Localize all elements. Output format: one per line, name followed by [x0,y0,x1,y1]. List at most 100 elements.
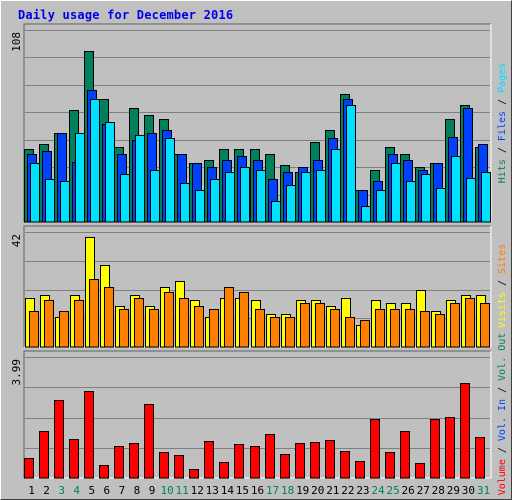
legend-item: Visits [497,292,508,328]
bar-sites-day-16 [255,309,265,348]
panel-middle-border-dark [23,225,491,347]
panel-top-legend: Hits / Files / Pages [497,63,508,183]
chart-title: Daily usage for December 2016 [18,8,234,22]
legend-item: Vol. Out [497,333,508,381]
legend-item: / [497,381,508,399]
bar-volume-day-21 [325,440,335,479]
bar-volume-day-10 [159,452,169,479]
x-tick-label-day-27: 27 [417,484,430,497]
bar-sites-day-27 [420,311,430,348]
bar-sites-day-12 [194,306,204,348]
bar-pages-day-17 [271,201,281,223]
bar-sites-day-18 [285,317,295,348]
bar-volume-day-13 [204,441,214,479]
x-tick-label-day-7: 7 [119,484,126,497]
x-tick-label-day-16: 16 [251,484,264,497]
x-tick-label-day-6: 6 [104,484,111,497]
x-tick-label-day-23: 23 [356,484,369,497]
x-tick-label-day-5: 5 [88,484,95,497]
x-tick-label-day-19: 19 [296,484,309,497]
bar-pages-day-29 [451,156,461,223]
bar-pages-day-30 [466,178,476,223]
x-tick-label-day-14: 14 [221,484,235,497]
bar-volume-day-31 [475,437,485,479]
bar-pages-day-22 [346,105,356,223]
bar-volume-day-22 [340,451,350,479]
legend-item: / [497,441,508,459]
bar-volume-day-4 [69,439,79,479]
bar-sites-day-21 [330,309,340,348]
bar-sites-day-7 [119,309,129,348]
bar-pages-day-3 [60,181,70,223]
legend-item: Files [497,111,508,141]
x-tick-label-day-26: 26 [402,484,415,497]
legend-item: Pages [497,63,508,93]
bar-volume-day-17 [265,434,275,479]
bar-volume-day-12 [189,469,199,479]
x-tick-label-day-22: 22 [341,484,354,497]
bar-pages-day-4 [75,133,85,223]
bar-volume-day-18 [280,454,290,479]
bar-volume-day-19 [295,443,305,479]
x-tick-label-day-9: 9 [149,484,156,497]
bar-sites-day-3 [59,311,69,348]
bar-pages-day-5 [90,99,100,223]
x-tick-label-day-17: 17 [266,484,279,497]
bar-sites-day-28 [435,314,445,348]
bar-volume-day-3 [54,400,64,479]
bar-pages-day-20 [316,170,326,223]
bar-sites-day-5 [89,279,99,348]
x-tick-label-day-28: 28 [432,484,445,497]
x-tick-label-day-10: 10 [160,484,173,497]
bar-volume-day-16 [250,446,260,479]
bar-sites-day-10 [164,292,174,348]
bar-pages-day-31 [481,172,491,223]
bar-sites-day-17 [270,317,280,348]
bar-volume-day-11 [174,455,184,479]
bar-volume-day-5 [84,391,94,479]
bar-pages-day-18 [286,185,296,223]
bar-volume-day-30 [460,383,470,479]
bar-volume-day-26 [400,431,410,479]
panel-middle-ytick-label: 42 [10,234,23,247]
x-tick-label-day-12: 12 [191,484,204,497]
legend-item: Vol. In [497,399,508,441]
x-tick-label-day-21: 21 [326,484,339,497]
bar-pages-day-23 [361,206,371,223]
bar-sites-day-9 [149,309,159,348]
bar-pages-day-10 [165,138,175,223]
panel-bottom-border-dark [23,350,491,478]
bar-sites-day-31 [480,303,490,348]
x-tick-label-day-30: 30 [462,484,475,497]
bar-sites-day-15 [239,292,249,348]
bar-pages-day-8 [135,135,145,223]
bar-volume-day-7 [114,446,124,479]
bar-pages-day-13 [210,179,220,223]
x-tick-label-day-18: 18 [281,484,294,497]
panel-bottom-legend: Volume / Vol. In / Vol. Out [497,333,508,496]
legend-item: Sites [497,244,508,274]
bar-pages-day-14 [225,172,235,223]
bar-volume-day-9 [144,404,154,479]
legend-item: / [497,274,508,292]
bar-pages-day-21 [331,149,341,223]
bar-pages-day-11 [180,183,190,223]
bar-sites-day-11 [179,298,189,348]
bar-sites-day-23 [360,320,370,348]
x-tick-label-day-4: 4 [73,484,80,497]
bar-volume-day-24 [370,419,380,479]
bar-sites-day-6 [104,287,114,348]
bar-pages-day-2 [45,179,55,223]
bar-volume-day-23 [355,461,365,479]
panel-middle-legend: Visits / Sites [497,244,508,328]
x-tick-label-day-1: 1 [28,484,35,497]
bar-pages-day-6 [105,122,115,223]
bar-volume-day-14 [219,462,229,479]
legend-item: Hits [497,159,508,183]
bar-sites-day-24 [375,309,385,348]
x-tick-label-day-24: 24 [371,484,385,497]
bar-sites-day-14 [224,287,234,348]
panel-top-ytick-label: 108 [10,32,23,52]
x-tick-label-day-8: 8 [134,484,141,497]
